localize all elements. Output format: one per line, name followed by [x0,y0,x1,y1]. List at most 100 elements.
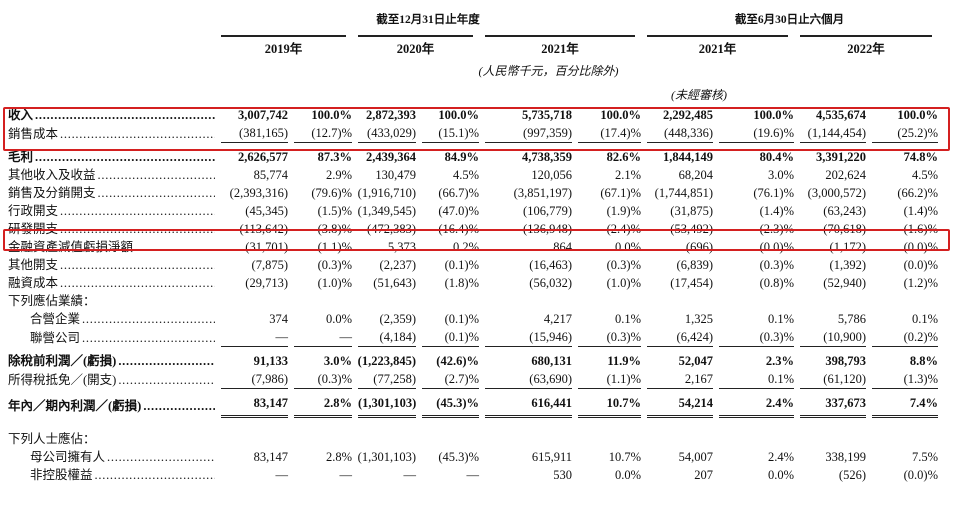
value-cell: 2,167 [641,370,713,389]
row-label-text: 其他收入及收益 [8,168,98,182]
value-cell: 4,217 [479,310,572,328]
value: (1,144,454) [800,124,866,143]
empty-cell [215,292,938,310]
value-cell: 2,626,577 [215,143,288,166]
row-label: 其他開支 [8,256,215,274]
value: — [403,468,417,482]
value: (6,424) [647,328,713,347]
value: 52,047 [678,354,713,368]
value-cell: (2.7)% [416,370,479,389]
table-row: 其他開支 (7,875) (0.3)% (2,237) (0.1)% (16,463) (0… [8,256,938,274]
year-label: 2021年 [647,34,788,58]
value-cell: (7,986) [215,370,288,389]
value-cell: 83,147 [215,389,288,418]
value-cell: (3,000,572) [794,184,866,202]
value-cell: (16,463) [479,256,572,274]
value-cell: (1.0)% [288,274,352,292]
value: (0.0)% [903,258,938,272]
value: (63,243) [823,204,866,218]
value-cell: 0.0% [713,466,794,484]
value-cell: (1,144,454) [794,124,866,143]
value-cell: 338,199 [794,448,866,466]
value: (448,336) [647,124,713,143]
value-cell: 2.1% [572,166,641,184]
value: (79.6)% [311,186,352,200]
value: 100.0% [897,108,938,122]
value-cell: 3.0% [288,347,352,370]
value: 100.0% [753,108,794,122]
value: (10,900) [800,328,866,347]
value: (76.1)% [753,186,794,200]
value: (45,345) [245,204,288,218]
table-row: 非控股權益 — — — — 530 0.0% 207 0.0% (526) (0.0)% [8,466,938,484]
table-row: 下列人士應佔： [8,418,938,448]
value-cell: 85,774 [215,166,288,184]
value: (2,393,316) [229,186,288,200]
table-row: 下列應佔業績： [8,292,938,310]
value-cell: 2.8% [288,389,352,418]
value-cell: (0.3)% [288,256,352,274]
value-cell: 0.0% [288,310,352,328]
value-cell: (47.0)% [416,202,479,220]
value-cell: (15,946) [479,328,572,347]
value: 3.0% [767,168,794,182]
row-label-text: 母公司擁有人 [30,450,108,464]
value-cell: (2,393,316) [215,184,288,202]
value-cell: (0.3)% [572,328,641,347]
value: (997,359) [485,124,572,143]
value: (0.1)% [444,258,479,272]
value-cell: (10,900) [794,328,866,347]
value: 120,056 [531,168,572,182]
value-cell: 130,479 [352,166,416,184]
value: 0.0% [325,312,352,326]
value: (15.1)% [422,124,479,143]
row-label-text: 下列人士應佔： [8,432,98,446]
value: 91,133 [253,354,288,368]
value: — [339,468,353,482]
value: (7,986) [221,370,288,389]
value: 3,007,742 [238,108,288,122]
value: (3,000,572) [807,186,866,200]
value: (31,875) [670,204,713,218]
value: 2.4% [719,394,794,418]
value-cell: 2,872,393 [352,106,416,124]
value: (1,392) [829,258,866,272]
value-cell: 10.7% [572,389,641,418]
value: 100.0% [311,108,352,122]
value-cell: 52,047 [641,347,713,370]
value: 80.4% [759,150,794,164]
year-cell: 2020年 [352,34,479,58]
value-cell: 1,844,149 [641,143,713,166]
value-cell: (433,029) [352,124,416,143]
value-cell: (76.1)% [713,184,794,202]
value: (1,349,545) [357,204,416,218]
value-cell: (1,744,851) [641,184,713,202]
value: 84.9% [444,150,479,164]
value: 7.4% [872,394,938,418]
value-cell: (45.3)% [416,448,479,466]
row-label-text: 年內／期內利潤／(虧損) [8,399,144,413]
value: (1.0)% [317,276,352,290]
value: 615,911 [531,450,572,464]
value-cell: (52,940) [794,274,866,292]
value-cell: (381,165) [215,124,288,143]
value: 4,535,674 [816,108,866,122]
value: (29,713) [245,276,288,290]
value-cell: (45.3)% [416,389,479,418]
value: 3.0% [323,354,352,368]
row-label: 融資成本 [8,274,215,292]
value: 4,738,359 [522,150,572,164]
value-cell: 530 [479,466,572,484]
value: 207 [694,468,713,482]
value: (17,454) [670,276,713,290]
value-cell: (0.0)% [866,256,938,274]
value-cell: — [352,466,417,484]
value-cell: (17,454) [641,274,713,292]
value: 2,439,364 [366,150,416,164]
value-cell: 4.5% [866,166,938,184]
value-cell: (66.7)% [416,184,479,202]
unaudited-note: (未經審核) [671,88,727,102]
value-cell: (6,839) [641,256,713,274]
value: (0.0)% [903,468,938,482]
year-label: 2021年 [485,34,635,58]
